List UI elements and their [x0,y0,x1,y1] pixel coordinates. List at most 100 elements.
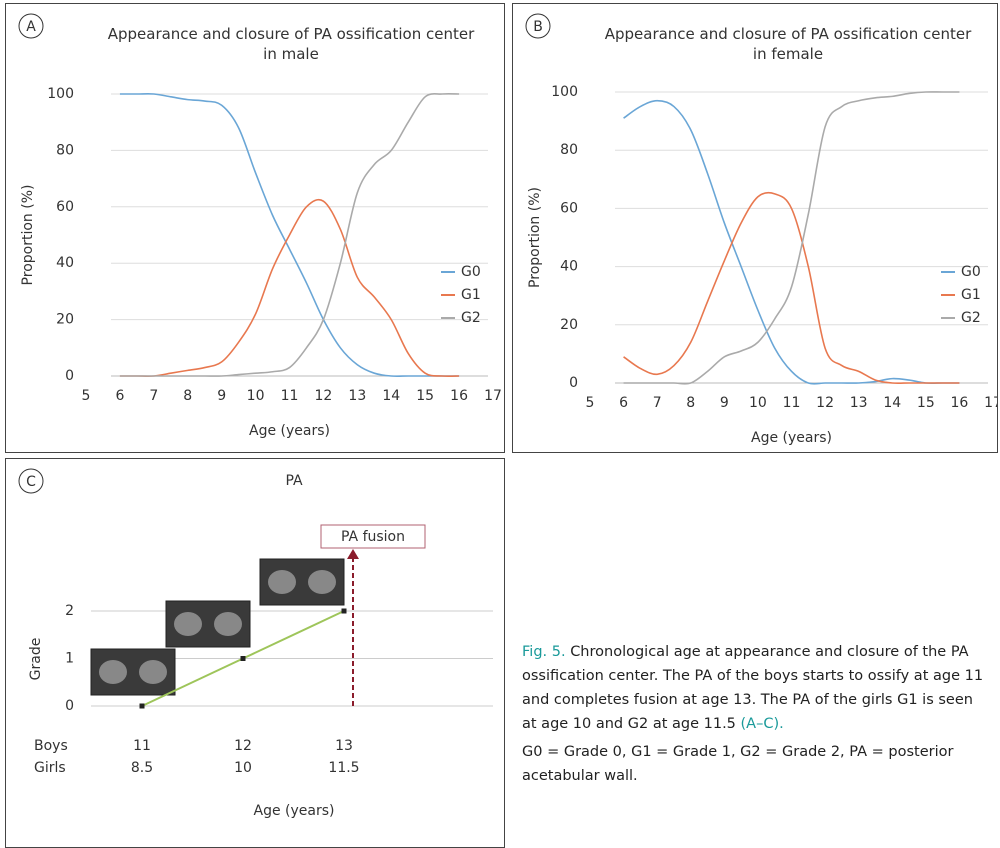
x-tick-label: 5 [586,395,595,411]
x-tick-label: 6 [115,388,124,404]
y-tick-label: 0 [569,375,578,391]
x-tick-label: 7 [149,388,158,404]
panel-c: C PA 0 1 2 Grade PA fusion Boys 11 12 13 Girls 8.5 10… [5,458,505,848]
y-tick-label: 40 [560,259,578,275]
y-tick-label: 20 [56,312,74,328]
y-tick-label: 100 [47,86,74,102]
y-tick-label: 60 [56,199,74,215]
y-tick-label: 100 [551,84,578,100]
x-tick-label: 10 [247,388,265,404]
xray-detail [214,612,242,636]
y-axis-label: Grade [28,638,44,681]
x-tick-label: 12 [816,395,834,411]
legend-label: G1 [961,287,981,303]
panel-badge [18,13,44,39]
xray-detail [174,612,202,636]
caption-text: Chronological age at appearance and clos… [522,644,984,732]
row-label: Girls [34,760,66,776]
grade-point [240,656,246,661]
y-tick-label: 60 [560,200,578,216]
x-axis-label: Age (years) [254,803,335,819]
series-line [119,92,460,378]
panel-label: C [26,474,36,490]
series-line [623,91,960,385]
x-tick-label: 6 [619,395,628,411]
chart: A 0 20 40 60 80 100 5 6 7 8 9 10 11 12 13 14 15 16 17 Age (y… [18,13,502,439]
legend-label: G2 [961,310,981,326]
y-tick-label: 0 [65,368,74,384]
x-tick-label: 5 [82,388,91,404]
x-tick-label: 15 [416,388,434,404]
series-line [119,92,460,377]
y-tick-label: 80 [56,142,74,158]
series-line [623,99,960,385]
x-tick-label: 14 [883,395,901,411]
caption-body: Fig. 5. Chronological age at appearance … [522,640,992,736]
annotation: PA fusion [341,529,405,545]
x-tick-label: 13 [850,395,868,411]
series-line [119,198,460,378]
x-tick-label: 11 [783,395,801,411]
x-tick-label: 17 [484,388,502,404]
y-tick-label: 20 [560,317,578,333]
y-tick-label: 80 [560,142,578,158]
fusion-arrowhead [347,549,359,559]
legend-label: G0 [461,264,481,280]
grade-point [341,608,347,614]
panel-badge [525,13,551,39]
x-tick-label: 12 [315,388,333,404]
x-axis-label: Age (years) [249,423,330,439]
y-tick-label: 2 [65,603,74,619]
x-tick-label: 8 [183,388,192,404]
x-tick-label: 8 [686,395,695,411]
x-tick-label: 10 [234,760,252,776]
legend-label: G1 [461,287,481,303]
y-axis-label: Proportion (%) [20,185,36,286]
xray-detail [268,570,296,594]
row-label: Boys [34,738,68,754]
y-tick-label: 1 [65,651,74,667]
y-tick-label: 0 [65,698,74,714]
legend-label: G0 [961,264,981,280]
xray-detail [99,660,127,684]
chart-title: PA [285,473,303,489]
x-tick-label: 13 [335,738,353,754]
series-line [623,191,960,385]
chart-title: Appearance and closure of PA ossificatio… [604,25,972,63]
panel-b: Appearance and closure of PA ossificatio… [512,3,998,453]
x-tick-label: 12 [234,738,252,754]
x-tick-label: 16 [450,388,468,404]
panel-badge [18,468,44,494]
caption: Fig. 5. Chronological age at appearance … [522,640,992,788]
caption-ref: (A–C). [740,716,784,732]
x-tick-label: 15 [917,395,935,411]
caption-abbrev: G0 = Grade 0, G1 = Grade 1, G2 = Grade 2… [522,744,954,784]
x-axis-label: Age (years) [751,430,832,446]
grade-point [139,703,145,709]
y-tick-label: 40 [56,255,74,271]
y-axis-label: Proportion (%) [527,187,543,288]
x-tick-label: 13 [348,388,366,404]
panel-a: Appearance and closure of PA ossificatio… [5,3,505,453]
xray-detail [139,660,167,684]
panel-label: B [533,19,543,35]
caption-label: Fig. 5. [522,644,566,660]
panel-label: A [26,19,36,35]
chart: B 0 20 40 60 80 100 5 6 7 8 9 10 11 12 13 14 15 16 17 Age (y… [525,13,997,446]
x-tick-label: 9 [720,395,729,411]
xray-detail [308,570,336,594]
x-tick-label: 11 [281,388,299,404]
annotation-box [320,524,426,549]
x-tick-label: 8.5 [131,760,153,776]
legend-label: G2 [461,310,481,326]
chart-title: Appearance and closure of PA ossificatio… [107,25,475,63]
x-tick-label: 10 [749,395,767,411]
x-tick-label: 11.5 [328,760,359,776]
x-tick-label: 9 [217,388,226,404]
x-tick-label: 14 [382,388,400,404]
x-tick-label: 16 [951,395,969,411]
x-tick-label: 7 [653,395,662,411]
x-tick-label: 17 [984,395,997,411]
